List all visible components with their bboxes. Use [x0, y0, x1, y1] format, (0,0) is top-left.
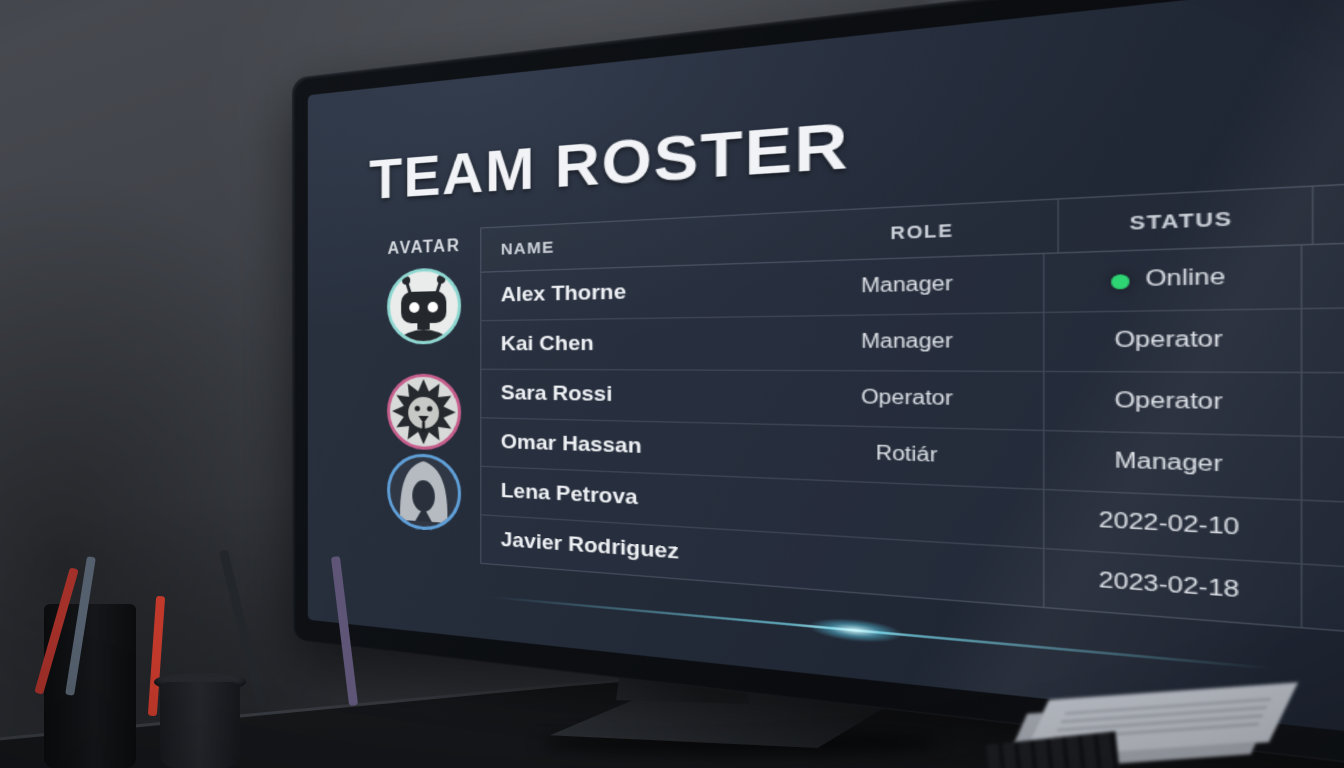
avatar-lion[interactable]	[387, 373, 462, 452]
avatar-list	[387, 266, 462, 533]
coffee-cup	[160, 682, 240, 768]
avatar-robot[interactable]	[387, 266, 462, 345]
monitor-screen: TEAM ROSTER AVATAR NAMEROLESTATUSACOUNTS…	[307, 0, 1344, 768]
avatar-hood[interactable]	[387, 452, 462, 533]
monitor: TEAM ROSTER AVATAR NAMEROLESTATUSACOUNTS…	[292, 0, 1344, 768]
